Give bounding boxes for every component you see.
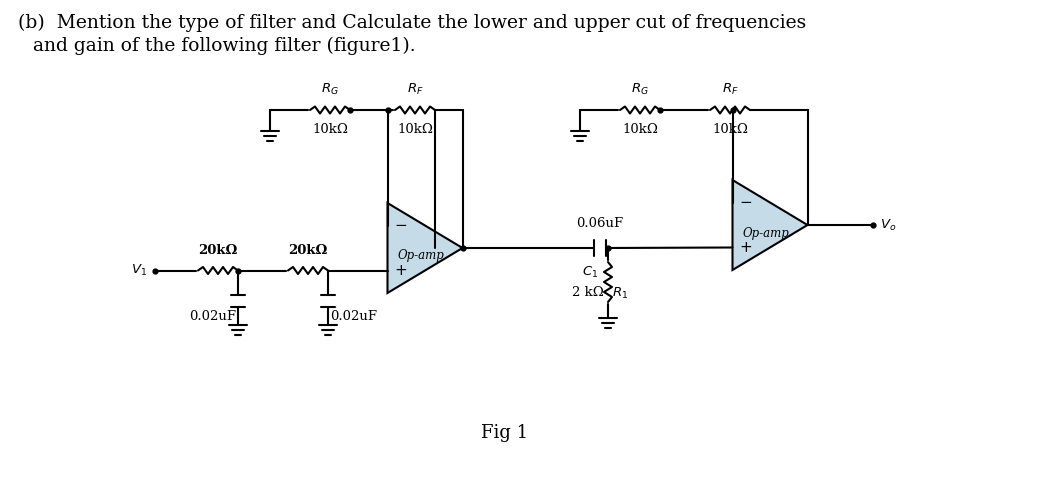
Text: $R_G$: $R_G$	[321, 82, 339, 97]
Text: $C_1$: $C_1$	[582, 265, 598, 280]
Text: 10kΩ: 10kΩ	[312, 123, 348, 136]
Text: +: +	[739, 240, 752, 255]
Text: 0.02uF: 0.02uF	[189, 311, 236, 324]
Text: 20kΩ: 20kΩ	[289, 244, 328, 257]
Text: 20kΩ: 20kΩ	[198, 244, 237, 257]
Text: $V_o$: $V_o$	[881, 217, 897, 232]
Text: (b)  Mention the type of filter and Calculate the lower and upper cut of frequen: (b) Mention the type of filter and Calcu…	[18, 14, 806, 32]
Polygon shape	[387, 203, 462, 293]
Text: 0.06uF: 0.06uF	[576, 217, 624, 230]
Text: 10kΩ: 10kΩ	[712, 123, 748, 136]
Text: −: −	[395, 218, 407, 233]
Text: 2 kΩ: 2 kΩ	[572, 286, 604, 299]
Polygon shape	[733, 180, 807, 270]
Text: $R_F$: $R_F$	[406, 82, 423, 97]
Text: +: +	[395, 263, 407, 278]
Text: Op-amp: Op-amp	[742, 227, 790, 240]
Text: Op-amp: Op-amp	[398, 250, 444, 263]
Text: $R_G$: $R_G$	[631, 82, 649, 97]
Text: and gain of the following filter (figure1).: and gain of the following filter (figure…	[33, 37, 416, 55]
Text: −: −	[739, 195, 752, 210]
Text: $R_1$: $R_1$	[612, 286, 628, 301]
Text: 0.02uF: 0.02uF	[330, 311, 377, 324]
Text: $R_F$: $R_F$	[721, 82, 738, 97]
Text: Fig 1: Fig 1	[482, 424, 528, 442]
Text: 10kΩ: 10kΩ	[397, 123, 433, 136]
Text: $V_1$: $V_1$	[131, 263, 147, 278]
Text: 10kΩ: 10kΩ	[622, 123, 658, 136]
